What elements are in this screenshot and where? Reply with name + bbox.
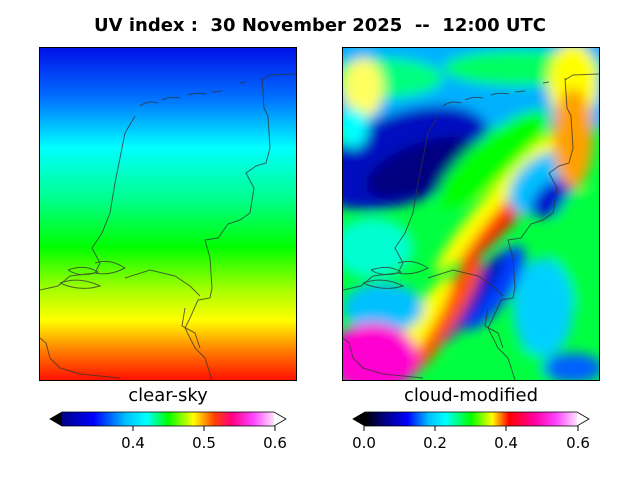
colorbar-ticks (132, 426, 579, 431)
colorbar-max-extend (577, 412, 589, 426)
colorbar-tick-label: 0.0 (352, 434, 376, 452)
colorbar-min-extend (353, 412, 365, 426)
colorbar-tick-label: 0.4 (494, 434, 518, 452)
colorbar-tick-label: 0.5 (192, 434, 216, 452)
cloud-modified-colorbar (352, 411, 590, 427)
cloud-modified-label: cloud-modified (403, 385, 539, 406)
colorbar-tick-label: 0.6 (566, 434, 590, 452)
map-title: UV index : 30 November 2025 -- 12:00 UTC (94, 15, 546, 36)
colorbar-tick-label: 0.2 (423, 434, 447, 452)
colorbar-tick-label: 0.4 (121, 434, 145, 452)
colorbar-tick-label: 0.6 (263, 434, 287, 452)
clear-sky-field (40, 48, 296, 380)
colorbar-min-extend (50, 412, 62, 426)
clear-sky-label: clear-sky (128, 385, 208, 406)
colorbar-max-extend (274, 412, 286, 426)
cloud-modified-field (343, 48, 599, 380)
clear-sky-map (39, 47, 297, 381)
coastline-borders (40, 73, 296, 380)
cloud-modified-map (342, 47, 600, 381)
clear-sky-colorbar (49, 411, 287, 427)
coastline-borders (343, 73, 599, 380)
